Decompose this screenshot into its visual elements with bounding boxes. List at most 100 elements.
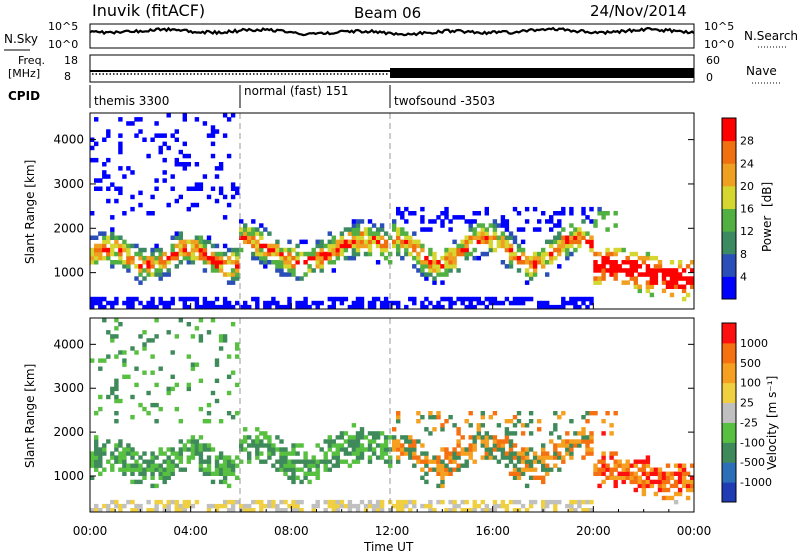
power-cell: [524, 268, 530, 273]
velocity-cell: [94, 459, 99, 464]
power-cell: [307, 268, 312, 273]
power-cell: [561, 239, 566, 245]
power-cell: [267, 300, 272, 306]
velocity-cell: [396, 415, 401, 420]
power-cell: [508, 235, 514, 240]
power-cell: [263, 304, 268, 310]
power-cell: [110, 227, 115, 232]
velocity-cell: [339, 431, 345, 436]
velocity-cell: [681, 475, 687, 480]
power-cell: [379, 251, 385, 257]
velocity-cell: [661, 495, 667, 501]
power-cell: [637, 255, 642, 261]
power-cell: [218, 264, 224, 269]
velocity-cell: [247, 508, 252, 513]
power-cell: [118, 186, 123, 191]
power-cell: [122, 247, 127, 253]
x-tick-label-1: 04:00: [173, 524, 208, 538]
power-cell: [343, 255, 349, 261]
power-cell: [331, 300, 336, 306]
velocity-cell: [504, 455, 510, 460]
power-cell: [472, 227, 477, 232]
velocity-cell: [142, 471, 147, 476]
power-cell: [541, 260, 546, 265]
velocity-cell: [263, 459, 268, 464]
power-cell: [218, 162, 224, 167]
power-cell: [677, 260, 683, 265]
velocity-cell: [400, 451, 405, 456]
power-cell: [396, 251, 401, 257]
power-cell: [90, 247, 95, 253]
power-cell: [235, 190, 240, 196]
power-cell: [472, 304, 477, 310]
velocity-cell: [186, 382, 191, 388]
velocity-cell: [444, 471, 449, 476]
velocity-cell: [545, 499, 550, 505]
velocity-cell: [581, 415, 586, 420]
power-cell: [174, 231, 179, 236]
freq-label-line1: Freq.: [18, 54, 45, 67]
velocity-cell: [516, 475, 522, 480]
power-cell: [516, 211, 522, 216]
power-cell: [371, 304, 377, 310]
velocity-cell: [166, 508, 171, 513]
velocity-cell: [267, 447, 272, 452]
velocity-cell: [480, 415, 485, 420]
power-cell: [532, 272, 538, 277]
power-cell: [114, 235, 119, 240]
power-cell: [520, 260, 526, 265]
velocity-cell: [460, 451, 465, 456]
velocity-cell: [275, 508, 280, 513]
power-cell: [170, 300, 175, 306]
power-cell: [222, 251, 228, 257]
power-cell: [214, 296, 220, 302]
power-cell: [259, 247, 264, 253]
power-cell: [154, 121, 159, 126]
power-cell: [637, 272, 642, 277]
velocity-cell: [573, 508, 578, 513]
power-cell: [448, 219, 453, 224]
beam-title: Beam 06: [354, 4, 421, 22]
velocity-cell: [565, 503, 570, 509]
power-cell: [174, 264, 179, 269]
power-cell: [359, 300, 365, 306]
power-cell: [130, 121, 135, 126]
nsearch-tick-bottom: 10^0: [704, 38, 734, 51]
velocity-cell: [162, 475, 167, 480]
power-cell: [480, 223, 485, 228]
power-cell: [468, 223, 473, 228]
power-cell: [508, 255, 514, 261]
velocity-cell: [226, 459, 232, 464]
power-cell: [166, 113, 171, 118]
velocity-cell: [235, 463, 240, 468]
velocity-cell: [291, 479, 296, 485]
power-cell: [287, 239, 292, 245]
power-cell: [444, 247, 449, 253]
velocity-cell: [279, 463, 284, 468]
velocity-cell: [569, 499, 574, 505]
power-cell: [685, 264, 691, 269]
power-cell: [565, 243, 570, 249]
velocity-cell: [98, 508, 103, 513]
velocity-cell: [480, 423, 485, 428]
velocity-cell: [327, 447, 332, 452]
velocity-cell: [625, 471, 630, 476]
power-cell: [383, 304, 389, 310]
power-cell: [649, 255, 655, 261]
velocity-cell: [222, 455, 228, 460]
velocity-cell: [94, 508, 99, 513]
velocity-cell: [528, 503, 534, 509]
power-cell: [142, 276, 147, 281]
power-cell: [617, 247, 622, 253]
power-cell: [94, 186, 99, 191]
power-cell: [343, 227, 349, 232]
power-cell: [665, 272, 671, 277]
power-cell: [247, 235, 252, 240]
power-cell: [444, 215, 449, 220]
power-cell: [255, 251, 260, 257]
power-cell: [235, 276, 240, 281]
power-cell: [593, 264, 598, 269]
noise-strip: N.Sky 10^5 10^0 10^5 10^0 N.Search: [4, 20, 798, 51]
power-cell: [549, 239, 554, 245]
